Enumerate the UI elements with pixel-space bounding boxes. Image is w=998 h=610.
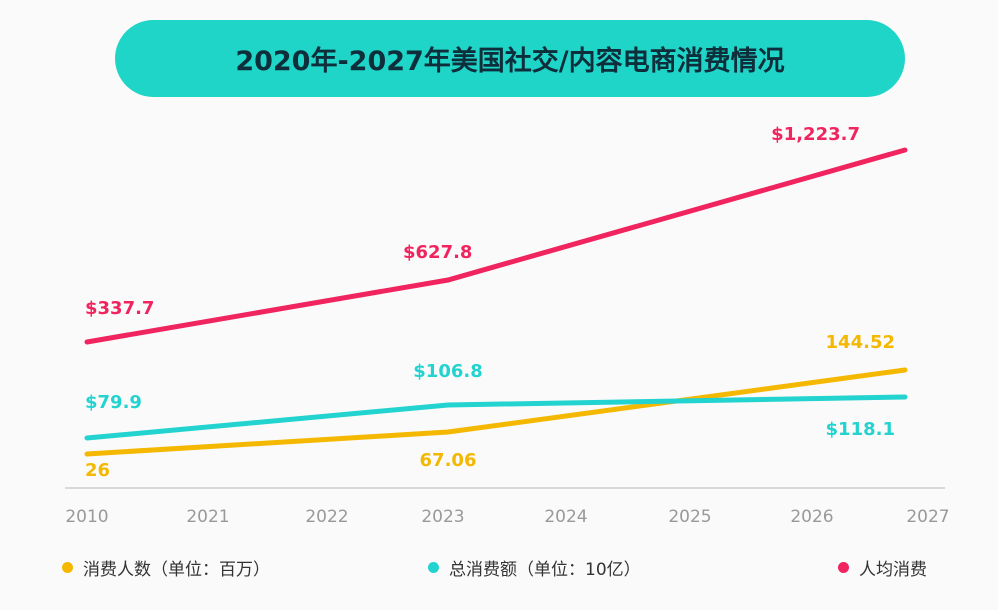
data-label: $1,223.7	[771, 124, 860, 145]
x-tick-label: 2021	[186, 507, 229, 527]
legend-item: 消费人数（单位：百万）	[62, 555, 270, 580]
legend-label: 人均消费	[859, 560, 927, 580]
data-label: $627.8	[403, 242, 472, 263]
data-label: $118.1	[826, 419, 895, 440]
x-tick-label: 2023	[421, 507, 464, 527]
x-tick-label: 2027	[906, 507, 949, 527]
legend-dot-icon	[428, 562, 439, 573]
legend-dot-icon	[838, 562, 849, 573]
x-tick-label: 2026	[790, 507, 833, 527]
legend-label: 消费人数（单位：百万）	[83, 560, 270, 580]
data-label: $79.9	[85, 392, 142, 413]
x-tick-label: 2024	[544, 507, 587, 527]
legend-item: 总消费额（单位：10亿）	[428, 555, 641, 580]
x-tick-label: 2022	[305, 507, 348, 527]
data-label: 26	[85, 460, 110, 481]
data-label: 144.52	[826, 332, 895, 353]
legend-dot-icon	[62, 562, 73, 573]
data-label: $337.7	[85, 298, 154, 319]
series-line	[84, 367, 908, 457]
chart-title: 2020年-2027年美国社交/内容电商消费情况	[115, 20, 905, 97]
data-label: 67.06	[420, 450, 477, 471]
x-tick-label: 2025	[668, 507, 711, 527]
series-line	[84, 394, 908, 441]
data-label: $106.8	[413, 361, 482, 382]
x-tick-label: 2010	[65, 507, 108, 527]
series-line	[84, 147, 908, 345]
legend-item: 人均消费	[838, 555, 927, 580]
legend-label: 总消费额（单位：10亿）	[449, 560, 641, 580]
